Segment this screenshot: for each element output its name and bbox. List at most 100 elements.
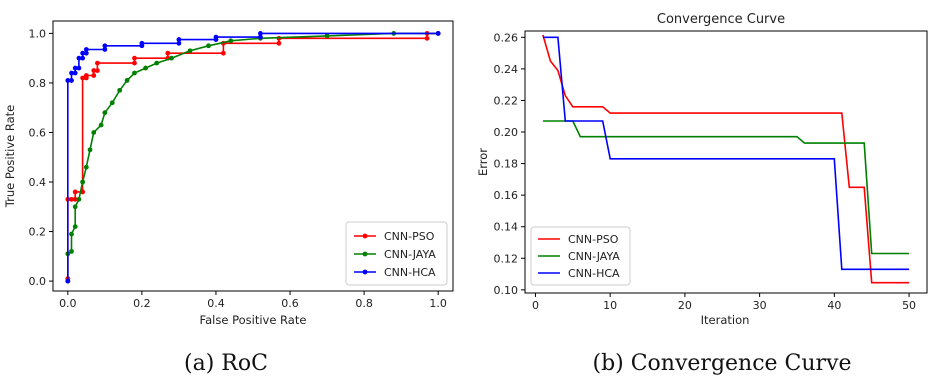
roc-series-cnn-hca-point bbox=[69, 70, 74, 76]
roc-series-cnn-hca-point bbox=[80, 55, 86, 61]
convergence-legend-label-cnn-pso: CNN-PSO bbox=[568, 233, 619, 246]
convergence-x-tick-label: 10 bbox=[603, 299, 617, 312]
roc-legend-label-cnn-pso: CNN-PSO bbox=[384, 230, 435, 243]
roc-series-cnn-jaya-point bbox=[324, 33, 330, 39]
roc-series-cnn-hca-point bbox=[102, 47, 108, 52]
roc-series-cnn-hca-point bbox=[76, 55, 82, 61]
roc-caption: (a) RoC bbox=[184, 351, 268, 376]
roc-series-cnn-jaya-point bbox=[87, 147, 93, 153]
roc-series-cnn-pso-point bbox=[72, 189, 78, 195]
convergence-series-cnn-hca-line bbox=[542, 36, 910, 271]
roc-series-cnn-hca-point bbox=[65, 78, 71, 83]
convergence-chart: Convergence Curve 0 10 20 30 40 50 0.10 0.12 0.1… bbox=[476, 12, 928, 376]
convergence-legend-entries: CNN-PSO CNN-JAYA CNN-HCA bbox=[538, 233, 620, 280]
roc-x-axis-label: False Positive Rate bbox=[200, 313, 307, 327]
roc-series-cnn-jaya-point bbox=[83, 164, 89, 170]
roc-series-cnn-jaya-point bbox=[143, 65, 148, 71]
convergence-axes-frame bbox=[524, 30, 928, 294]
convergence-title: Convergence Curve bbox=[657, 12, 785, 27]
roc-series-cnn-pso-point bbox=[91, 73, 97, 78]
roc-y-tick-label: 0.0 bbox=[29, 275, 47, 288]
roc-x-tick-label: 0.8 bbox=[355, 297, 373, 310]
roc-series-cnn-pso-point bbox=[276, 40, 282, 46]
roc-series-cnn-pso-point bbox=[220, 50, 226, 56]
convergence-legend-label-cnn-hca: CNN-HCA bbox=[568, 267, 620, 280]
roc-series-cnn-pso-point bbox=[165, 50, 171, 56]
convergence-x-tick-label: 20 bbox=[678, 299, 692, 312]
roc-series-cnn-jaya-point bbox=[102, 110, 108, 116]
roc-series-cnn-jaya-point bbox=[69, 248, 74, 254]
roc-series-cnn-jaya-point bbox=[132, 70, 137, 76]
roc-series-cnn-jaya-point bbox=[154, 60, 160, 66]
roc-series-cnn-pso-point bbox=[69, 196, 74, 202]
roc-series-cnn-pso-point bbox=[95, 60, 100, 66]
convergence-x-tick-label: 0 bbox=[532, 299, 539, 312]
convergence-y-tick-label: 0.20 bbox=[494, 126, 519, 139]
roc-series-cnn-hca-point bbox=[65, 278, 71, 284]
roc-series-cnn-hca-point bbox=[176, 40, 182, 46]
roc-series-cnn-hca-point bbox=[102, 43, 108, 49]
convergence-caption: (b) Convergence Curve bbox=[592, 351, 851, 376]
roc-x-tick-label: 0.0 bbox=[59, 297, 77, 310]
roc-series-cnn-jaya-point bbox=[91, 130, 97, 135]
roc-series-cnn-jaya-point bbox=[206, 43, 211, 49]
convergence-x-axis-label: Iteration bbox=[701, 313, 750, 327]
roc-series-cnn-hca-point bbox=[72, 70, 78, 76]
convergence-x-tick-label: 40 bbox=[827, 299, 841, 312]
convergence-y-tick-label: 0.16 bbox=[494, 189, 519, 202]
roc-series-cnn-jaya-point bbox=[98, 122, 104, 128]
roc-series-cnn-pso-point bbox=[424, 35, 430, 41]
roc-series-cnn-hca-point bbox=[435, 30, 441, 36]
convergence-ticks: 0 10 20 30 40 50 0.10 0.12 0.14 0.16 0.18 0.20 0.22 0… bbox=[494, 31, 917, 312]
roc-series-cnn-jaya-point bbox=[69, 231, 74, 237]
convergence-y-tick-label: 0.14 bbox=[494, 221, 519, 234]
roc-legend-box bbox=[345, 221, 448, 286]
roc-series-cnn-jaya-point bbox=[72, 204, 78, 210]
convergence-y-tick-label: 0.24 bbox=[494, 63, 519, 76]
convergence-x-tick-label: 50 bbox=[902, 299, 916, 312]
roc-series-cnn-jaya-point bbox=[228, 38, 234, 44]
roc-series-cnn-hca-point bbox=[213, 34, 219, 40]
convergence-series-cnn-jaya-line bbox=[542, 120, 910, 255]
roc-series-cnn-jaya-point bbox=[72, 224, 78, 229]
roc-series-cnn-hca-point bbox=[72, 65, 78, 71]
roc-y-axis-label: True Positive Rate bbox=[3, 105, 17, 208]
roc-y-tick-label: 0.4 bbox=[29, 176, 47, 189]
roc-series-cnn-jaya-point bbox=[80, 179, 86, 185]
roc-y-tick-label: 0.6 bbox=[29, 126, 47, 139]
roc-x-tick-label: 0.2 bbox=[133, 297, 151, 310]
roc-series-cnn-pso-point bbox=[132, 60, 137, 66]
roc-series-cnn-hca-point bbox=[76, 65, 82, 71]
convergence-x-tick-label: 30 bbox=[753, 299, 767, 312]
roc-y-tick-label: 0.8 bbox=[29, 77, 47, 90]
convergence-y-tick-label: 0.10 bbox=[494, 284, 519, 297]
roc-series-cnn-jaya-point bbox=[169, 55, 174, 61]
roc-x-tick-label: 0.6 bbox=[281, 297, 299, 310]
roc-series-cnn-jaya-point bbox=[124, 78, 130, 83]
roc-series-cnn-hca-point bbox=[83, 47, 89, 52]
roc-series-cnn-hca-point bbox=[176, 37, 182, 42]
roc-series-cnn-hca-point bbox=[258, 34, 263, 40]
convergence-y-axis-label: Error bbox=[476, 148, 490, 176]
roc-series-cnn-pso-point bbox=[83, 73, 89, 78]
roc-chart: 0.0 0.2 0.4 0.6 0.8 1.0 0.0 0.2 0.4 0.6 0.8 1.0 Fal… bbox=[3, 20, 454, 376]
roc-x-tick-label: 0.4 bbox=[207, 297, 225, 310]
convergence-legend-label-cnn-jaya: CNN-JAYA bbox=[568, 250, 620, 263]
roc-series-cnn-hca-point bbox=[139, 40, 145, 46]
roc-series-cnn-jaya-point bbox=[109, 100, 115, 106]
convergence-legend: CNN-PSO CNN-JAYA CNN-HCA bbox=[530, 226, 631, 286]
convergence-plot-area bbox=[542, 34, 910, 284]
roc-series-cnn-hca-point bbox=[80, 50, 86, 56]
convergence-series-cnn-pso-line bbox=[542, 34, 910, 284]
roc-y-tick-label: 1.0 bbox=[29, 27, 47, 40]
convergence-legend-box bbox=[530, 226, 631, 286]
roc-legend-marker-cnn-pso bbox=[362, 233, 368, 239]
convergence-y-tick-label: 0.22 bbox=[494, 94, 519, 107]
roc-series-cnn-jaya-point bbox=[187, 48, 193, 54]
roc-series-cnn-pso-point bbox=[72, 196, 78, 202]
roc-plot-area bbox=[65, 30, 441, 284]
roc-series-cnn-pso-point bbox=[132, 55, 137, 61]
roc-series-cnn-hca-point bbox=[83, 50, 89, 56]
convergence-y-tick-label: 0.18 bbox=[494, 158, 519, 171]
roc-y-tick-label: 0.2 bbox=[29, 226, 47, 239]
